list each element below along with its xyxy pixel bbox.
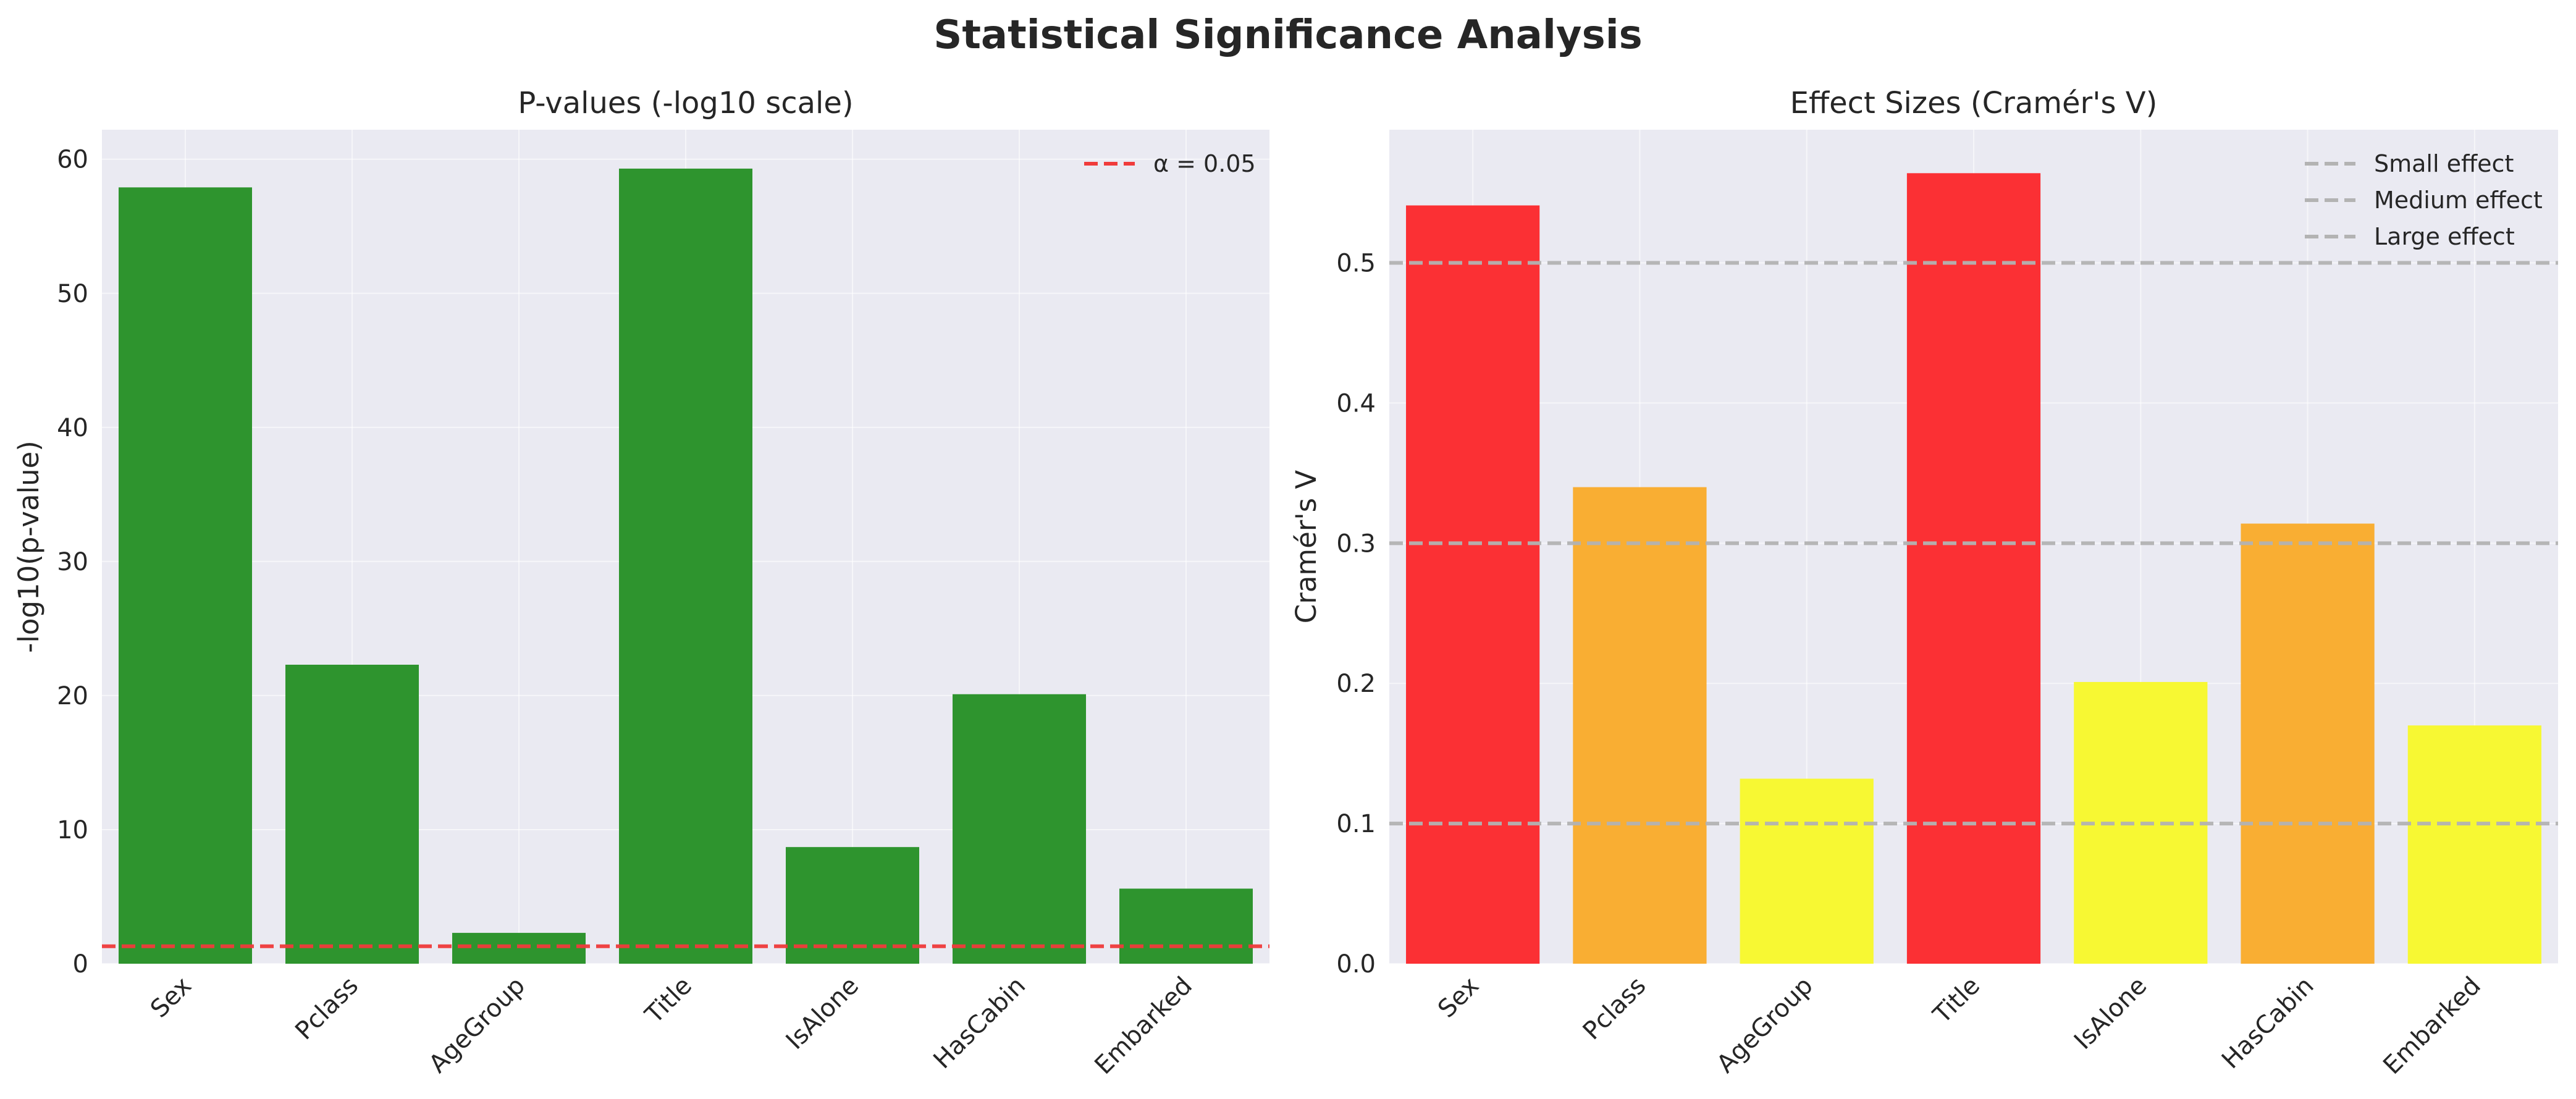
y-tick-label: 20 — [57, 682, 88, 710]
bar-hascabin — [2241, 523, 2375, 964]
bar-agegroup — [452, 933, 586, 964]
y-axis-label: -log10(p-value) — [12, 440, 45, 653]
bar-hascabin — [953, 694, 1086, 964]
x-tick-label: HasCabin — [2216, 972, 2320, 1075]
bar-embarked — [1119, 888, 1253, 964]
x-tick-label: AgeGroup — [1711, 972, 1818, 1079]
legend-label: α = 0.05 — [1153, 150, 1256, 177]
x-tick-label: Sex — [145, 972, 197, 1024]
bar-title — [1906, 173, 2041, 964]
legend-label: Large effect — [2374, 223, 2515, 250]
x-tick-label: Embarked — [2378, 972, 2486, 1080]
y-tick-label: 0.4 — [1336, 389, 1376, 418]
y-tick-label: 0.3 — [1336, 529, 1376, 558]
y-tick-label: 60 — [57, 146, 88, 174]
bar-agegroup — [1740, 778, 1874, 964]
bar-sex — [119, 187, 252, 964]
bar-isalone — [786, 847, 919, 964]
y-axis-label: Cramér's V — [1290, 470, 1323, 624]
y-tick-label: 0.1 — [1336, 810, 1376, 838]
pvalue-chart: 0 10 20 30 40 50 60 Sex Pclass AgeGroup Title IsAlo… — [12, 86, 1269, 1080]
bar-embarked — [2407, 725, 2541, 964]
legend-label: Small effect — [2374, 150, 2514, 177]
chart-title: Effect Sizes (Cramér's V) — [1790, 86, 2158, 120]
legend-label: Medium effect — [2374, 187, 2543, 214]
x-tick-label: AgeGroup — [424, 972, 531, 1079]
effect-size-chart: 0.0 0.1 0.2 0.3 0.4 0.5 Sex Pclass AgeGroup Title… — [1290, 86, 2558, 1080]
bar-title — [619, 168, 752, 964]
y-tick-label: 10 — [57, 816, 88, 844]
bar-pclass — [285, 664, 419, 964]
y-tick-label: 0.5 — [1336, 250, 1376, 278]
x-tick-label: Sex — [1433, 972, 1484, 1024]
y-tick-label: 30 — [57, 548, 88, 576]
figure-title: Statistical Significance Analysis — [933, 12, 1643, 58]
x-tick-label: Title — [639, 972, 697, 1030]
x-tick-label: Title — [1927, 972, 1985, 1030]
x-tick-label: IsAlone — [781, 972, 864, 1055]
y-tick-label: 50 — [57, 280, 88, 308]
x-tick-label: Embarked — [1089, 972, 1198, 1080]
bar-sex — [1406, 205, 1540, 964]
y-tick-label: 0.0 — [1336, 950, 1376, 979]
y-tick-label: 0.2 — [1336, 670, 1376, 698]
x-tick-label: Pclass — [1578, 972, 1652, 1046]
bar-pclass — [1573, 487, 1707, 964]
y-tick-label: 0 — [73, 950, 88, 979]
chart-title: P-values (-log10 scale) — [518, 86, 853, 120]
x-tick-label: IsAlone — [2069, 972, 2152, 1055]
y-tick-label: 40 — [57, 414, 88, 442]
x-tick-label: HasCabin — [928, 972, 1031, 1075]
x-tick-label: Pclass — [290, 972, 364, 1046]
